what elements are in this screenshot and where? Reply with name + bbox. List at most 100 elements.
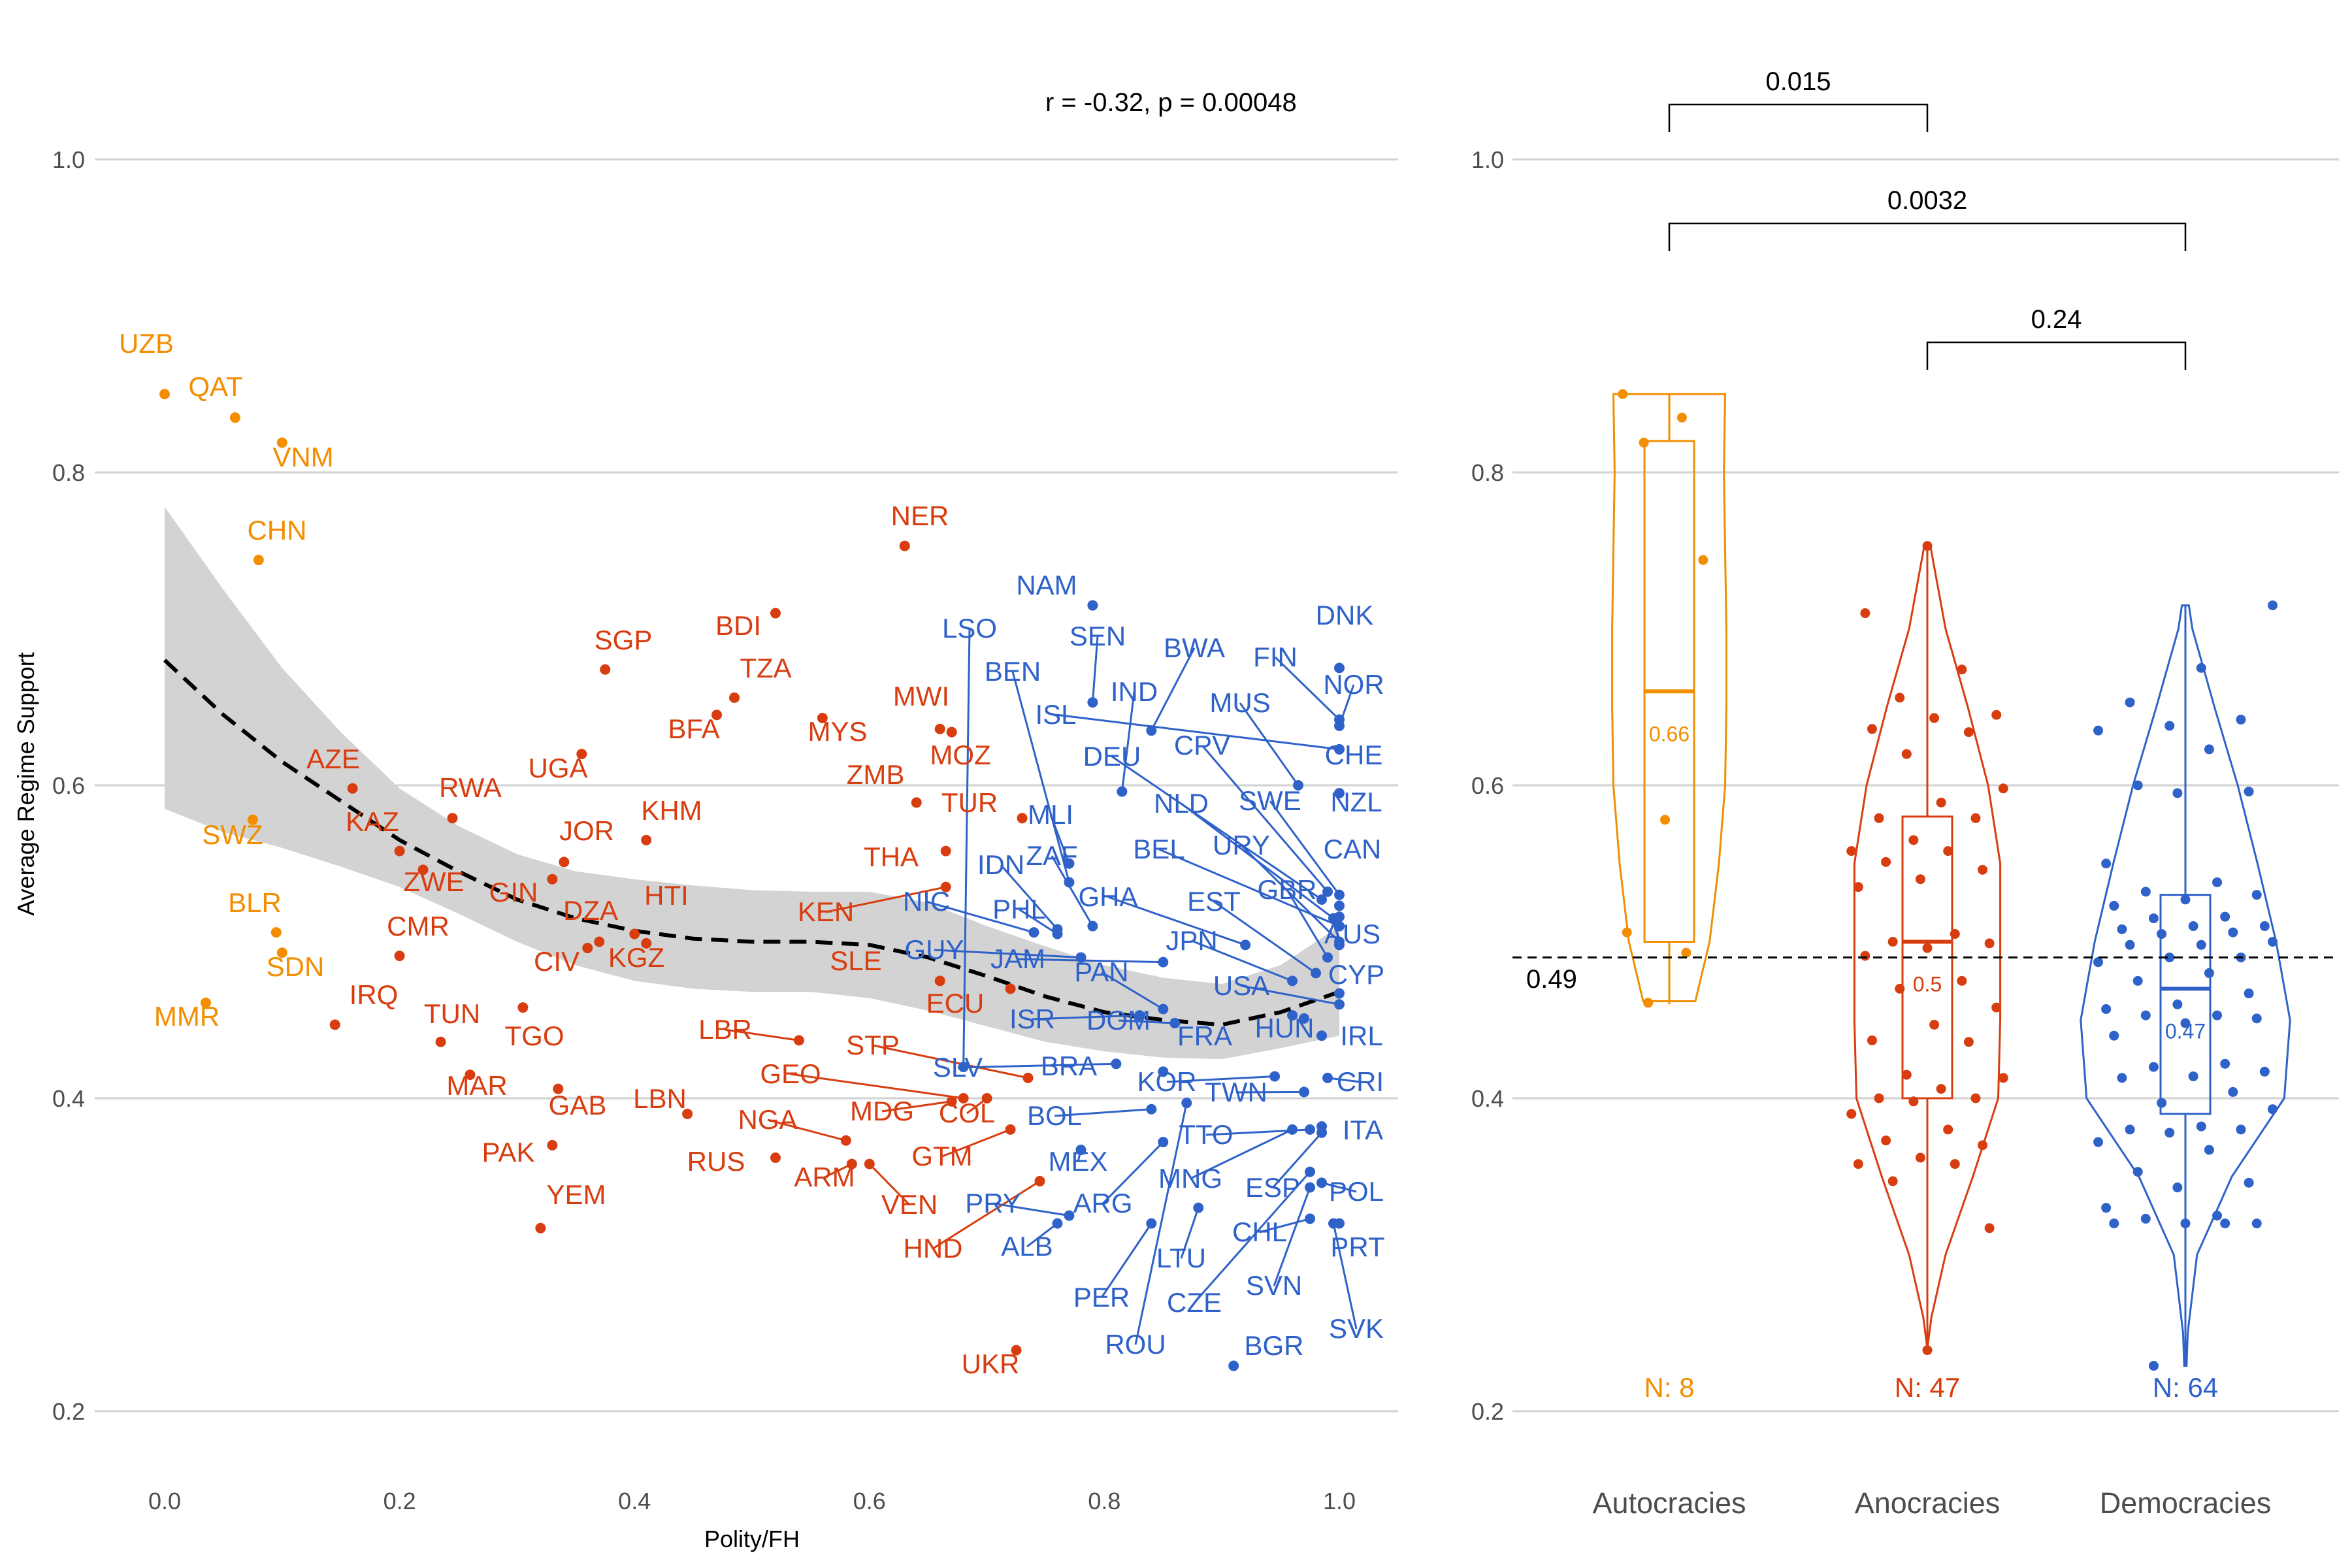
point-uga bbox=[576, 749, 587, 760]
point-zmb bbox=[911, 797, 922, 808]
label-lbn: LBN bbox=[633, 1083, 687, 1114]
label-lbr: LBR bbox=[698, 1014, 752, 1045]
leader-ind bbox=[1120, 691, 1135, 792]
point-lso bbox=[958, 1062, 969, 1073]
point-zwe bbox=[417, 864, 429, 875]
label-bgr: BGR bbox=[1244, 1330, 1303, 1361]
leader-mus bbox=[1239, 702, 1299, 786]
label-ita: ITA bbox=[1343, 1115, 1383, 1145]
p-value-label: 0.015 bbox=[1765, 67, 1831, 96]
category-label-democracies: Democracies bbox=[2100, 1486, 2272, 1520]
point-ecu bbox=[1005, 983, 1016, 994]
leader-lso bbox=[962, 628, 971, 1068]
point-mmr bbox=[200, 997, 211, 1008]
label-can: CAN bbox=[1324, 834, 1382, 864]
point-tto bbox=[1305, 1124, 1316, 1135]
label-pan: PAN bbox=[1074, 956, 1128, 987]
label-dza: DZA bbox=[563, 895, 618, 926]
jitter-point bbox=[2093, 1137, 2103, 1147]
label-svn: SVN bbox=[1246, 1270, 1302, 1301]
label-arm: ARM bbox=[794, 1162, 855, 1192]
label-uga: UGA bbox=[528, 753, 587, 783]
point-mwi bbox=[934, 723, 945, 734]
point-sgp bbox=[600, 664, 611, 675]
point-ven bbox=[864, 1158, 875, 1169]
jitter-point bbox=[2268, 600, 2278, 611]
label-guy: GUY bbox=[904, 934, 964, 965]
p-value-label: 0.24 bbox=[2031, 305, 2082, 334]
jitter-point bbox=[2132, 975, 2143, 986]
point-lbr bbox=[793, 1035, 804, 1046]
point-nam bbox=[1087, 600, 1098, 611]
leader-mng bbox=[1190, 1128, 1293, 1180]
label-pol: POL bbox=[1329, 1176, 1384, 1207]
jitter-point bbox=[1846, 846, 1857, 857]
jitter-point bbox=[1881, 857, 1891, 867]
label-esp: ESP bbox=[1245, 1172, 1300, 1203]
point-bfa bbox=[711, 710, 723, 721]
jitter-point bbox=[2220, 1058, 2230, 1069]
jitter-point bbox=[1922, 943, 1933, 953]
leader-svk bbox=[1332, 1223, 1358, 1330]
point-est bbox=[1311, 968, 1322, 979]
x-axis-title: Polity/FH bbox=[704, 1526, 800, 1552]
jitter-point bbox=[1991, 1002, 2002, 1013]
point-phl bbox=[1052, 928, 1063, 939]
label-bol: BOL bbox=[1027, 1100, 1082, 1131]
jitter-point bbox=[2196, 939, 2206, 950]
leader-jpn bbox=[1191, 939, 1293, 982]
jitter-point bbox=[2251, 1013, 2262, 1024]
leader-guy bbox=[934, 949, 1081, 958]
leader-ven bbox=[868, 1163, 911, 1206]
point-cze bbox=[1305, 1166, 1316, 1177]
jitter-point bbox=[1984, 938, 1995, 949]
category-label-anocracies: Anocracies bbox=[1855, 1486, 2001, 1520]
jitter-point bbox=[1643, 998, 1654, 1008]
jitter-point bbox=[2101, 858, 2112, 869]
point-tun bbox=[435, 1036, 446, 1047]
x-tick-label: 0.6 bbox=[853, 1488, 886, 1514]
point-nor bbox=[1334, 720, 1345, 731]
label-mwi: MWI bbox=[893, 681, 949, 711]
point-irq bbox=[329, 1019, 340, 1030]
point-mdg bbox=[946, 1096, 957, 1107]
point-aus bbox=[1334, 939, 1345, 951]
label-kor: KOR bbox=[1137, 1066, 1196, 1097]
jitter-point bbox=[1908, 1096, 1919, 1107]
jitter-point bbox=[1681, 947, 1691, 958]
leader-lbr bbox=[725, 1028, 800, 1041]
label-gin: GIN bbox=[489, 877, 538, 907]
jitter-point bbox=[2172, 788, 2183, 798]
label-rus: RUS bbox=[687, 1146, 745, 1177]
point-dza bbox=[594, 936, 605, 947]
jitter-point bbox=[1950, 929, 1960, 939]
label-sen: SEN bbox=[1070, 621, 1126, 651]
jitter-point bbox=[2117, 1073, 2127, 1083]
jitter-point bbox=[2125, 939, 2135, 950]
point-hti bbox=[629, 928, 640, 939]
leader-esp bbox=[1271, 1132, 1323, 1188]
label-irl: IRL bbox=[1340, 1021, 1382, 1051]
point-arg bbox=[1158, 1137, 1169, 1148]
label-dnk: DNK bbox=[1316, 600, 1374, 630]
point-sle bbox=[934, 975, 945, 987]
jitter-point bbox=[2196, 1121, 2206, 1132]
label-zmb: ZMB bbox=[847, 759, 905, 790]
label-aze: AZE bbox=[306, 743, 360, 774]
x-tick-label: 0.0 bbox=[148, 1488, 181, 1514]
point-zaf bbox=[1087, 921, 1098, 932]
jitter-point bbox=[1978, 864, 1988, 875]
label-dom: DOM bbox=[1086, 1005, 1151, 1036]
jitter-point bbox=[1901, 749, 1912, 759]
y-tick-label: 0.8 bbox=[52, 459, 85, 486]
point-swe bbox=[1334, 889, 1345, 900]
leader-bol bbox=[1054, 1108, 1152, 1117]
label-gtm: GTM bbox=[911, 1141, 972, 1171]
label-jpn: JPN bbox=[1166, 925, 1217, 956]
jitter-point bbox=[2172, 999, 2183, 1009]
point-mar bbox=[465, 1070, 476, 1081]
jitter-point bbox=[2109, 1218, 2119, 1229]
point-nic bbox=[1028, 927, 1039, 938]
point-jor bbox=[559, 857, 570, 868]
leader-isr bbox=[1032, 1014, 1140, 1021]
